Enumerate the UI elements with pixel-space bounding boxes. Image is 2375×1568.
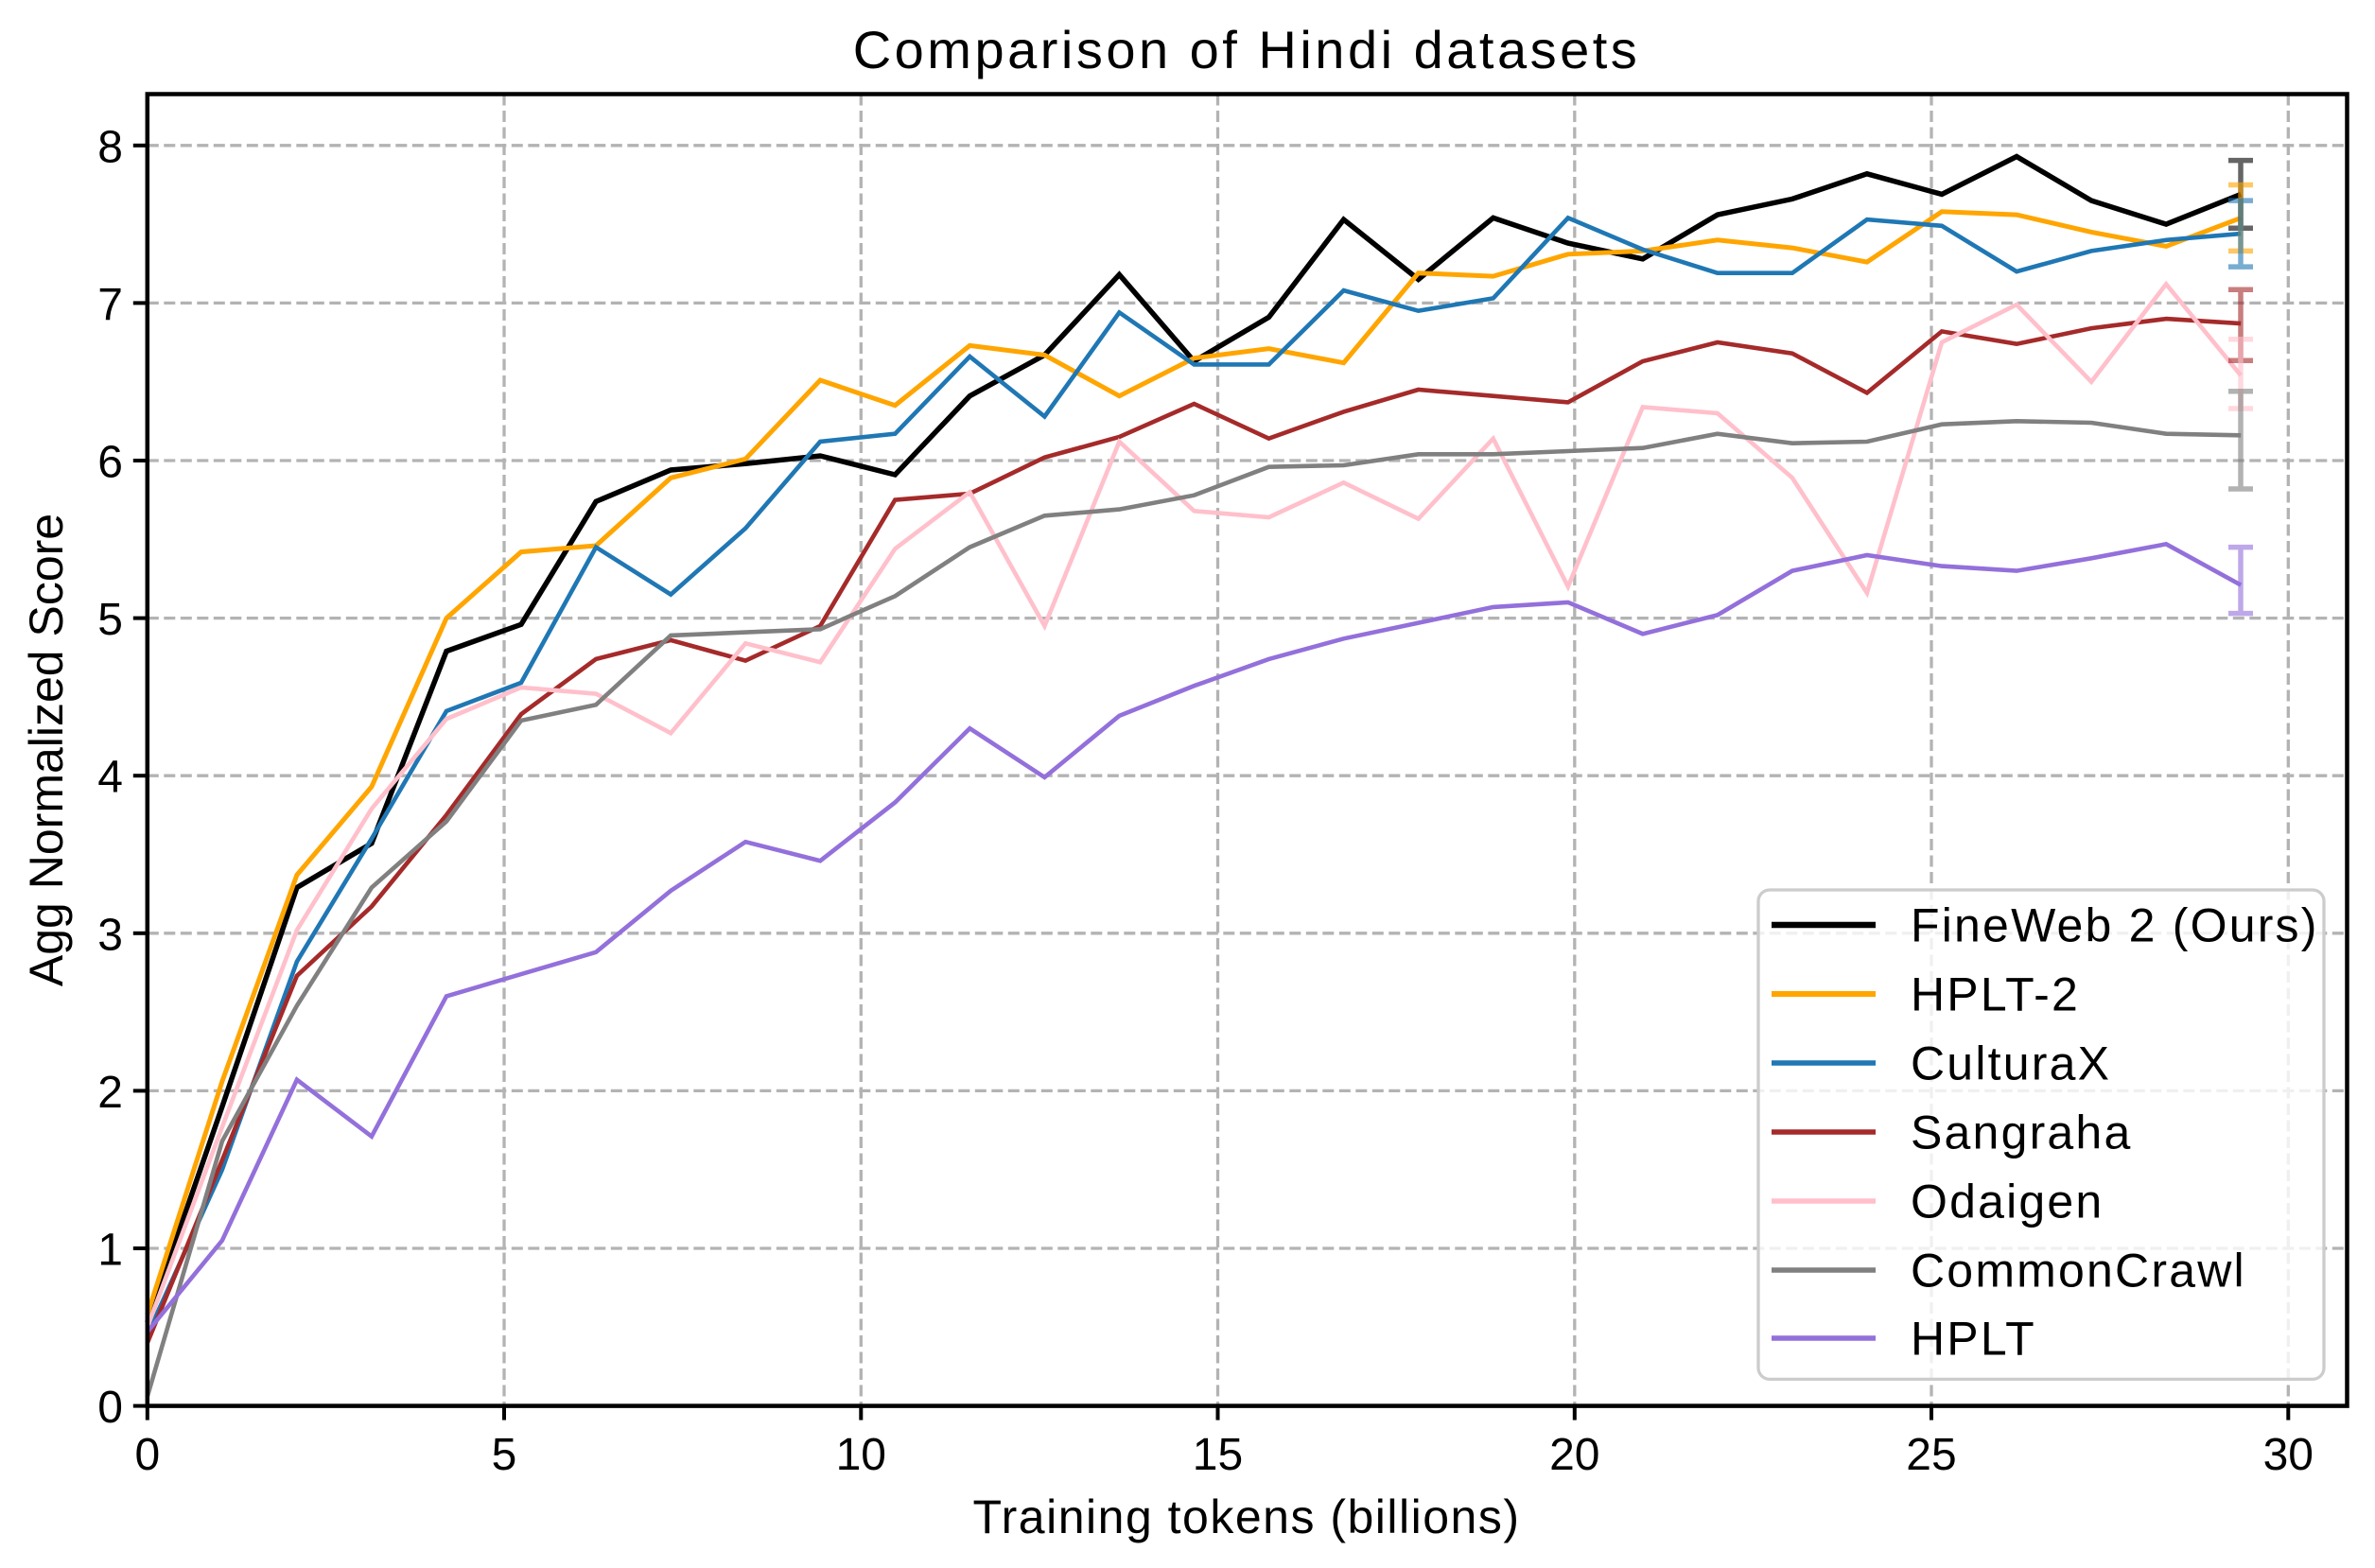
svg-text:Odaigen: Odaigen (1911, 1176, 2104, 1228)
svg-text:5: 5 (97, 595, 123, 645)
svg-text:30: 30 (2263, 1430, 2314, 1480)
svg-text:0: 0 (97, 1383, 123, 1433)
svg-text:6: 6 (97, 438, 123, 488)
svg-text:CulturaX: CulturaX (1911, 1037, 2111, 1090)
svg-text:HPLT: HPLT (1911, 1313, 2036, 1366)
svg-text:4: 4 (97, 753, 123, 803)
svg-text:10: 10 (836, 1430, 886, 1480)
svg-text:15: 15 (1193, 1430, 1243, 1480)
svg-text:Sangraha: Sangraha (1911, 1106, 2132, 1159)
svg-text:HPLT-2: HPLT-2 (1911, 968, 2080, 1021)
svg-text:1: 1 (97, 1226, 123, 1276)
svg-text:25: 25 (1906, 1430, 1956, 1480)
svg-text:8: 8 (97, 122, 123, 172)
svg-text:3: 3 (97, 910, 123, 960)
svg-text:CommonCrawl: CommonCrawl (1911, 1245, 2246, 1298)
svg-text:Agg Normalized Score: Agg Normalized Score (20, 514, 73, 986)
svg-text:7: 7 (97, 280, 123, 330)
svg-text:0: 0 (134, 1430, 160, 1480)
svg-text:20: 20 (1549, 1430, 1599, 1480)
svg-text:5: 5 (492, 1430, 517, 1480)
svg-text:FineWeb 2 (Ours): FineWeb 2 (Ours) (1911, 899, 2319, 952)
svg-text:Training tokens (billions): Training tokens (billions) (972, 1490, 1520, 1543)
svg-text:Comparison of Hindi datasets: Comparison of Hindi datasets (853, 20, 1641, 79)
svg-text:2: 2 (97, 1068, 123, 1118)
